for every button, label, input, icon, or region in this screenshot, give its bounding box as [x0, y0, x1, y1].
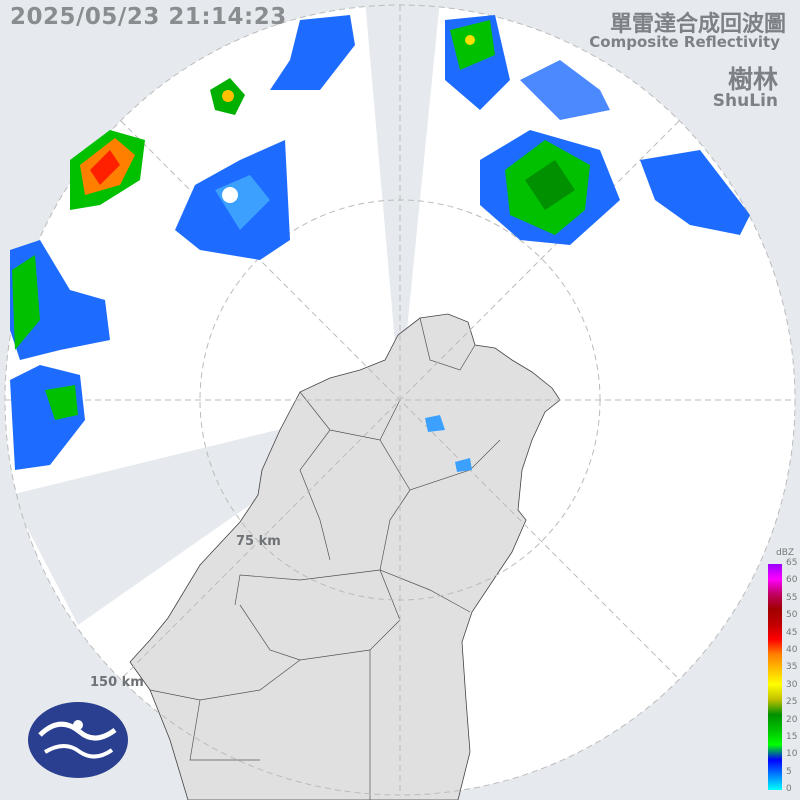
site-name-zh: 樹林	[727, 65, 778, 94]
legend-tick: 0	[786, 784, 792, 795]
range-label-75: 75 km	[236, 534, 281, 549]
legend-tick: 10	[786, 749, 798, 760]
legend-tick: 20	[786, 714, 798, 725]
radar-echoes	[10, 15, 750, 472]
legend-tick: 55	[786, 592, 798, 603]
legend-tick: 45	[786, 627, 798, 638]
legend-tick: 60	[786, 575, 798, 586]
cwa-logo-icon	[28, 702, 128, 778]
county-borders	[149, 317, 501, 800]
legend-tick: 50	[786, 610, 798, 621]
site-name-en: ShuLin	[712, 91, 778, 111]
legend-tick: 15	[786, 732, 798, 742]
legend-tick: 30	[786, 679, 798, 690]
title-zh: 單雷達合成回波圖	[609, 12, 786, 37]
timestamp: 2025/05/23 21:14:23	[10, 4, 287, 30]
legend-tick: 5	[786, 766, 792, 777]
title-en: Composite Reflectivity	[589, 33, 780, 51]
legend-unit: dBZ	[776, 548, 795, 558]
legend-tick: 40	[786, 645, 798, 655]
legend-tick: 65	[786, 558, 798, 568]
legend-tick: 25	[786, 697, 798, 708]
legend-tick: 35	[786, 662, 798, 673]
legend-color-bar	[768, 564, 782, 790]
range-label-150: 150 km	[90, 675, 144, 690]
